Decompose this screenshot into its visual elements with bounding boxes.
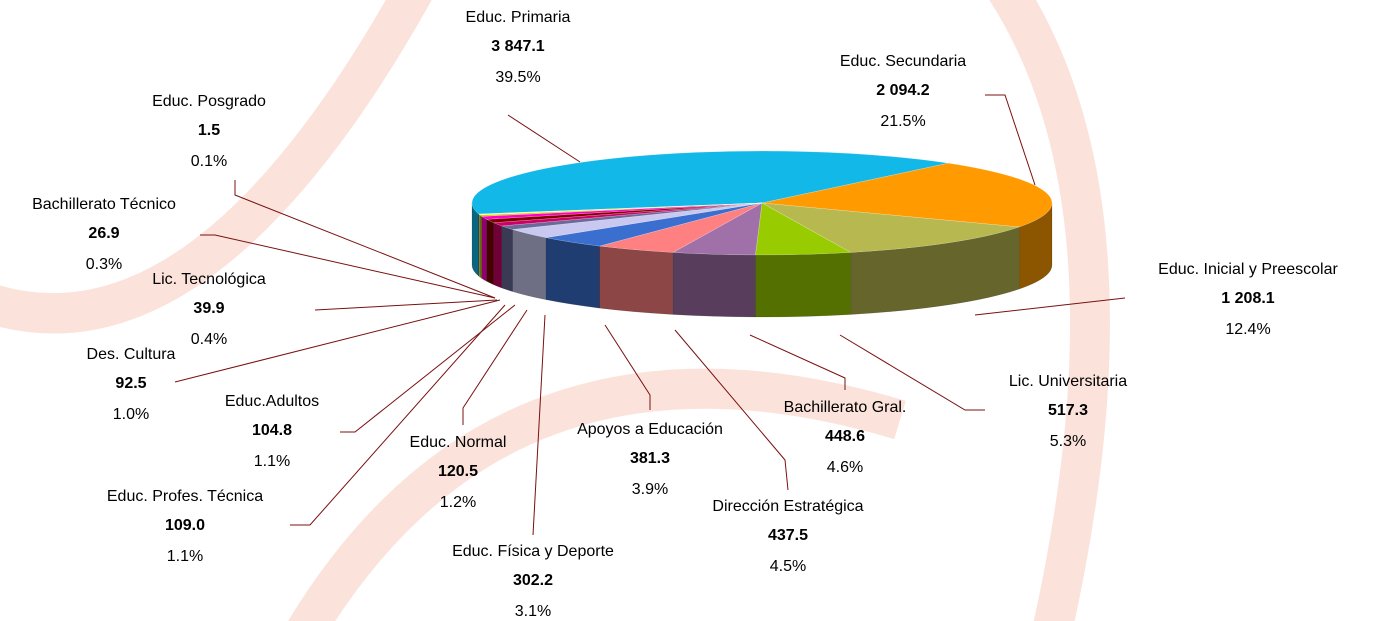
leader-line [508, 115, 580, 162]
pie-slice-side [482, 216, 487, 281]
slice-value-label: 381.3 [630, 450, 670, 467]
pie-slice-side [512, 229, 545, 299]
slice-label: Apoyos a Educación [577, 421, 723, 438]
slice-value-label: 517.3 [1048, 402, 1088, 419]
pie-slice-side [472, 203, 479, 276]
slice-label: Educ. Normal [410, 434, 507, 451]
slice-label: Educ. Posgrado [152, 93, 266, 110]
slice-label: Educ. Primaria [466, 9, 571, 26]
pie-slice-side [502, 226, 513, 292]
slice-share-label: 12.4% [1225, 321, 1270, 338]
slice-share-label: 0.4% [191, 331, 227, 348]
slice-value-label: 2 094.2 [876, 82, 929, 99]
slice-value-label: 1.5 [198, 122, 220, 139]
slice-value-label: 26.9 [88, 225, 119, 242]
slice-share-label: 0.1% [191, 153, 227, 170]
slice-value-label: 1 208.1 [1221, 290, 1274, 307]
slice-share-label: 1.1% [167, 548, 203, 565]
slice-label: Educ. Profes. Técnica [107, 488, 263, 505]
slice-share-label: 3.9% [632, 481, 668, 498]
slice-label: Dirección Estratégica [712, 498, 863, 515]
slice-label: Educ. Física y Deporte [452, 543, 614, 560]
slice-value-label: 109.0 [165, 517, 205, 534]
slice-value-label: 437.5 [768, 527, 808, 544]
slice-label: Bachillerato Técnico [32, 196, 176, 213]
pie [472, 151, 1052, 317]
slice-label: Educ. Secundaria [840, 53, 966, 70]
slice-value-label: 3 847.1 [491, 38, 544, 55]
slice-share-label: 1.0% [113, 406, 149, 423]
slice-share-label: 0.3% [86, 256, 122, 273]
slice-share-label: 1.2% [440, 494, 476, 511]
slice-value-label: 39.9 [193, 300, 224, 317]
slice-value-label: 120.5 [438, 463, 478, 480]
slice-label: Lic. Tecnológica [152, 271, 266, 288]
pie-slice-side [599, 246, 672, 314]
pie-slice-side [673, 252, 756, 317]
slice-label: Educ.Adultos [225, 393, 319, 410]
slice-label: Lic. Universitaria [1009, 373, 1127, 390]
pie-slice-side [480, 215, 482, 278]
chart: Educ. Primaria 3 847.1 39.5% Educ. Secundar… [0, 0, 1382, 621]
slice-share-label: 39.5% [495, 69, 540, 86]
slice-value-label: 302.2 [513, 572, 553, 589]
pie-slice-side [755, 253, 850, 317]
leader-line [315, 300, 497, 310]
slice-label: Bachillerato Gral. [784, 399, 907, 416]
pie-slice-side [546, 238, 600, 308]
slice-share-label: 3.1% [515, 603, 551, 620]
pie-slice-side [487, 219, 494, 284]
pie-slice-side [494, 223, 502, 288]
slice-share-label: 4.5% [770, 558, 806, 575]
slice-value-label: 92.5 [115, 375, 146, 392]
slice-share-label: 5.3% [1050, 433, 1086, 450]
slice-value-label: 104.8 [252, 422, 292, 439]
slice-label: Des. Cultura [87, 346, 176, 363]
slice-share-label: 1.1% [254, 453, 290, 470]
slice-label: Educ. Inicial y Preescolar [1158, 261, 1338, 278]
slice-share-label: 4.6% [827, 459, 863, 476]
slice-value-label: 448.6 [825, 428, 865, 445]
slice-share-label: 21.5% [880, 113, 925, 130]
